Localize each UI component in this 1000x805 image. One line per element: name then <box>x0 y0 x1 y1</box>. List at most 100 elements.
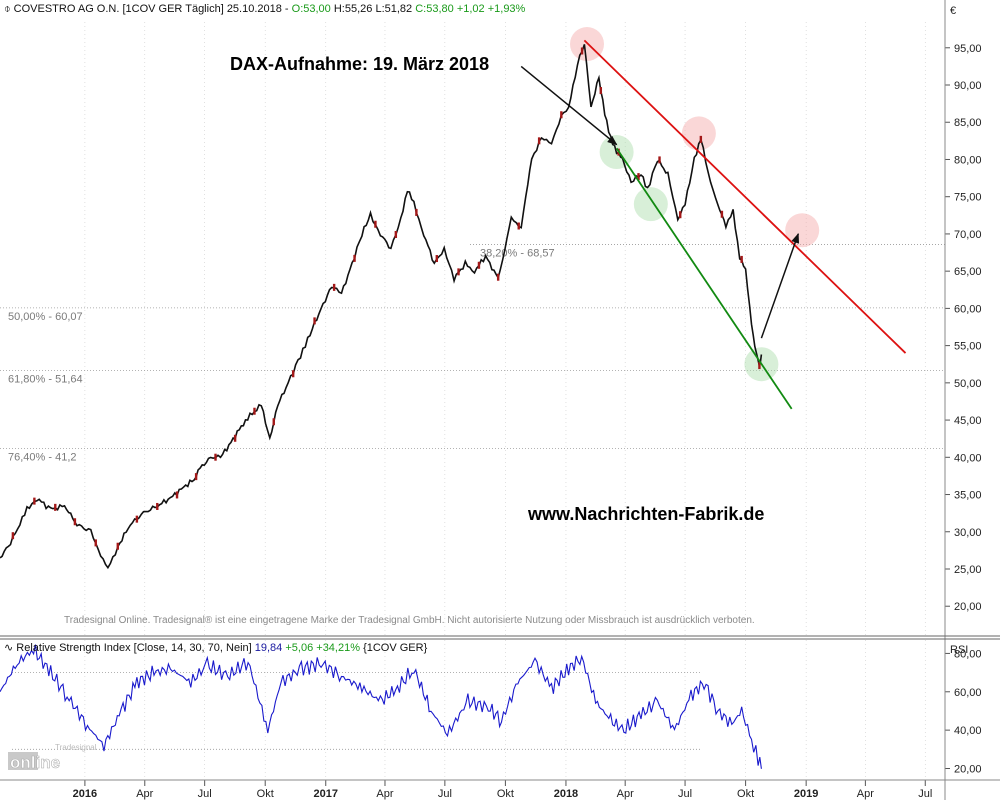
candle-body <box>94 539 97 547</box>
candle-body <box>679 211 682 219</box>
website-label: www.Nachrichten-Fabrik.de <box>527 504 764 524</box>
arrows <box>520 65 800 339</box>
header-high: H:55,26 <box>333 3 373 15</box>
price-tick-label: 30,00 <box>954 527 982 539</box>
candle-body <box>156 502 159 510</box>
time-x-axis: 2016 Apr Jul Okt 2017 Apr Jul Okt 2018 Apr Jul Okt 2… <box>73 780 932 800</box>
price-tick-label: 35,00 <box>954 490 982 502</box>
price-tick-label: 90,00 <box>954 80 982 92</box>
header-change-pct: +1,93% <box>487 3 526 15</box>
candle-body <box>580 47 584 55</box>
price-tick-label: 80,00 <box>954 154 982 166</box>
price-tick-label: 50,00 <box>954 378 982 390</box>
price-series <box>0 44 763 570</box>
candle-body <box>332 283 336 291</box>
fib-level-label: 50,00% - 60,07 <box>8 311 83 323</box>
candle-body <box>194 473 198 481</box>
header-close: C:53,80 <box>415 3 454 15</box>
candle-body <box>517 222 520 230</box>
fib-level-label: 76,40% - 41,2 <box>8 451 77 463</box>
candle-body <box>415 208 418 216</box>
logo-bottom-text: online <box>10 753 60 772</box>
tradesignal-logo: Tradesignal online <box>8 743 97 772</box>
price-tick-label: 95,00 <box>954 43 982 55</box>
time-tick-label: Okt <box>257 788 274 800</box>
rsi-tick-label: 60,00 <box>954 687 982 699</box>
price-tick-label: 55,00 <box>954 341 982 353</box>
disclaimer-text: Tradesignal Online. Tradesignal® ist ein… <box>64 615 755 626</box>
rsi-symbol: {1COV GER} <box>363 642 428 654</box>
rsi-value: 19,84 <box>254 642 283 654</box>
trend-lines <box>583 39 907 410</box>
time-tick-label: Jul <box>918 788 932 800</box>
price-tick-label: 75,00 <box>954 192 982 204</box>
currency-label: € <box>950 5 956 17</box>
time-tick-label: Jul <box>678 788 692 800</box>
header-open: O:53,00 <box>291 3 331 15</box>
price-y-axis: 20,00 25,00 30,00 35,00 40,00 45,00 50,00 55,00… <box>945 43 982 613</box>
candle-body <box>477 261 481 269</box>
header-low: L:51,82 <box>375 3 413 15</box>
price-tick-label: 85,00 <box>954 117 982 129</box>
price-tick-label: 40,00 <box>954 452 982 464</box>
time-tick-label: 2016 <box>73 788 97 800</box>
candle-body <box>740 255 743 263</box>
price-tick-label: 45,00 <box>954 415 982 427</box>
rsi-change: +5,06 <box>285 642 314 654</box>
logo-box <box>8 752 38 770</box>
highlight-circle <box>681 116 716 151</box>
candle-body <box>291 370 295 378</box>
annotation-title: DAX-Aufnahme: 19. März 2018 <box>230 54 489 74</box>
logo-top-text: Tradesignal <box>55 743 97 752</box>
time-tick-label: Apr <box>857 788 874 800</box>
fib-levels: 38,20% - 68,57 50,00% - 60,07 61,80% - 51,… <box>0 244 945 463</box>
rsi-title: Relative Strength Index [Close, 14, 30, … <box>16 642 252 654</box>
instrument-name: COVESTRO AG O.N. [1COV GER Täglich] <box>13 3 224 15</box>
header-change: +1,02 <box>456 3 485 15</box>
time-tick-label: Jul <box>198 788 212 800</box>
rsi-line <box>0 644 762 769</box>
price-tick-label: 70,00 <box>954 229 982 241</box>
arrow <box>760 232 800 339</box>
time-tick-label: Apr <box>376 788 393 800</box>
rsi-tick-label: 40,00 <box>954 725 982 737</box>
price-tick-label: 65,00 <box>954 266 982 278</box>
candle-body <box>457 268 460 276</box>
price-tick-label: 25,00 <box>954 564 982 576</box>
chart-icon: ⌽ <box>4 3 11 15</box>
candle-body <box>54 503 57 511</box>
time-tick-label: Apr <box>617 788 634 800</box>
candle-body <box>214 453 217 461</box>
chart-header: ⌽ COVESTRO AG O.N. [1COV GER Täglich] 25… <box>4 3 526 15</box>
price-tick-label: 60,00 <box>954 303 982 315</box>
candle-body <box>175 491 179 499</box>
rsi-icon: ∿ <box>4 642 14 654</box>
candle-body <box>116 542 119 550</box>
fib-level-label: 61,80% - 51,64 <box>8 374 83 386</box>
main-grid <box>84 22 926 780</box>
candle-body <box>313 317 316 325</box>
rsi-tick-label: 80,00 <box>954 648 982 660</box>
candle-body <box>394 230 398 238</box>
candle-body <box>496 273 500 281</box>
rsi-header: ∿ Relative Strength Index [Close, 14, 30… <box>4 641 427 654</box>
candle-body <box>233 434 237 442</box>
time-tick-label: Okt <box>737 788 754 800</box>
candle-body <box>253 407 256 415</box>
candle-body <box>353 254 356 262</box>
candle-body <box>272 418 275 426</box>
price-tick-label: 20,00 <box>954 601 982 613</box>
candle-body <box>374 220 377 228</box>
trend-line <box>615 147 793 410</box>
candle-body <box>33 497 36 505</box>
candle-body <box>560 111 563 119</box>
candle-body <box>699 135 703 143</box>
rsi-axis-label: RSI <box>950 644 968 656</box>
candle-body <box>435 255 438 263</box>
time-tick-label: 2019 <box>794 788 818 800</box>
candle-body <box>720 210 724 218</box>
candle-body <box>758 362 761 370</box>
time-tick-label: Apr <box>136 788 153 800</box>
